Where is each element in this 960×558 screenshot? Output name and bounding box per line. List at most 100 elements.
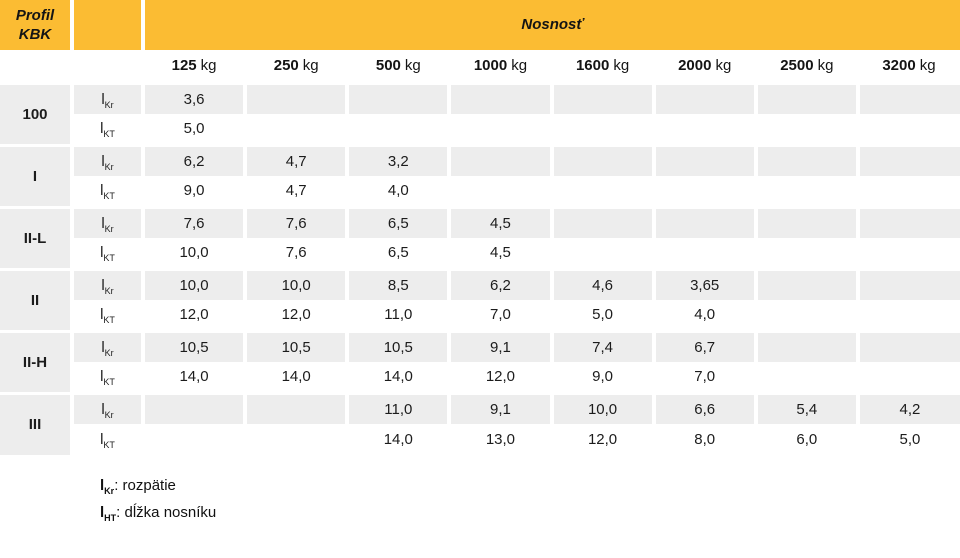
value-cell <box>245 391 350 424</box>
unit-header-row: 125 kg 250 kg 500 kg 1000 kg 1600 kg 2000 kg 2500 kg 3… <box>0 50 960 83</box>
value-cell <box>755 81 860 114</box>
table-row-II-kt: lKT 12,0 12,0 11,0 7,0 5,0 4,0 <box>0 300 960 331</box>
value-cell <box>857 362 960 393</box>
value-cell <box>347 81 452 114</box>
row-symbol-kt: lKT <box>72 362 145 393</box>
value-cell <box>857 205 960 238</box>
table-row-II-H-kr: II-H lKr 10,5 10,5 10,5 9,1 7,4 6,7 <box>0 329 960 393</box>
row-symbol-kr: lKr <box>72 267 145 300</box>
row-symbol-kt: lKT <box>72 176 145 207</box>
value-cell <box>857 176 960 207</box>
value-cell: 5,0 <box>143 114 248 145</box>
table-row-II-kr: II lKr 10,0 10,0 8,5 6,2 4,6 3,65 <box>0 267 960 331</box>
value-cell: 12,0 <box>143 300 248 331</box>
legend-symbol-ht: lHT <box>100 504 117 523</box>
value-cell: 5,4 <box>755 391 860 424</box>
value-cell <box>143 424 248 455</box>
value-cell: 7,0 <box>653 362 758 393</box>
column-header-value: 2500 <box>780 57 814 75</box>
row-symbol-kt: lKT <box>72 238 145 269</box>
header-spacer-cell <box>72 0 145 50</box>
value-cell: 10,0 <box>143 267 248 300</box>
value-cell: 8,5 <box>347 267 452 300</box>
value-cell: 7,4 <box>551 329 656 362</box>
value-cell: 9,1 <box>449 329 554 362</box>
value-cell: 14,0 <box>245 362 350 393</box>
value-cell: 3,65 <box>653 267 758 300</box>
value-cell: 14,0 <box>143 362 248 393</box>
value-cell: 11,0 <box>347 300 452 331</box>
legend: lKr: rozpätie lHT: dĺžka nosníku <box>100 472 960 526</box>
value-cell: 8,0 <box>653 424 758 455</box>
value-cell: 6,5 <box>347 205 452 238</box>
value-cell: 3,6 <box>143 81 248 114</box>
value-cell <box>857 300 960 331</box>
column-header-value: 1000 <box>473 57 508 75</box>
value-cell <box>245 114 350 145</box>
value-cell <box>551 81 656 114</box>
value-cell: 4,0 <box>653 300 758 331</box>
value-cell <box>755 176 860 207</box>
value-cell: 9,0 <box>551 362 656 393</box>
column-header-unit: kg <box>200 57 217 75</box>
column-header-250kg: 250 kg <box>245 50 348 83</box>
value-cell <box>245 424 350 455</box>
value-cell <box>449 81 554 114</box>
profile-cell: 100 <box>0 81 74 145</box>
value-cell: 6,5 <box>347 238 452 269</box>
value-cell: 10,0 <box>551 391 656 424</box>
value-cell: 13,0 <box>449 424 554 455</box>
value-cell <box>551 205 656 238</box>
value-cell: 6,7 <box>653 329 758 362</box>
value-cell: 6,6 <box>653 391 758 424</box>
value-cell: 14,0 <box>347 424 452 455</box>
value-cell: 7,6 <box>245 205 350 238</box>
value-cell <box>653 176 758 207</box>
value-cell: 11,0 <box>347 391 452 424</box>
table-row-II-L-kt: lKT 10,0 7,6 6,5 4,5 <box>0 238 960 269</box>
value-cell: 10,5 <box>347 329 452 362</box>
value-cell: 10,5 <box>245 329 350 362</box>
column-header-3200kg: 3200 kg <box>857 50 960 83</box>
value-cell <box>653 143 758 176</box>
value-cell: 12,0 <box>551 424 656 455</box>
value-cell <box>653 81 758 114</box>
column-header-value: 125 <box>171 57 197 75</box>
value-cell: 6,2 <box>143 143 248 176</box>
value-cell <box>449 114 554 145</box>
header-row: Profil KBK Nosnosť <box>0 0 960 50</box>
value-cell <box>551 143 656 176</box>
value-cell: 9,0 <box>143 176 248 207</box>
column-header-value: 2000 <box>678 57 712 75</box>
profile-cell: II-L <box>0 205 74 269</box>
value-cell <box>755 238 860 269</box>
value-cell <box>857 114 960 145</box>
value-cell: 4,5 <box>449 205 554 238</box>
row-symbol-kt: lKT <box>72 424 145 455</box>
value-cell <box>245 81 350 114</box>
value-cell: 12,0 <box>449 362 554 393</box>
column-header-unit: kg <box>919 57 936 75</box>
legend-line-kr: lKr: rozpätie <box>100 472 960 499</box>
column-header-value: 250 <box>273 57 299 75</box>
column-header-unit: kg <box>715 57 732 75</box>
value-cell <box>653 238 758 269</box>
value-cell <box>857 143 960 176</box>
unit-header-spacer <box>72 50 143 83</box>
table-row-III-kr: III lKr 11,0 9,1 10,0 6,6 5,4 4,2 <box>0 391 960 455</box>
capacity-header: Nosnosť <box>143 0 960 50</box>
value-cell: 14,0 <box>347 362 452 393</box>
column-header-unit: kg <box>511 57 528 75</box>
value-cell <box>755 300 860 331</box>
table-row-100-kr: 100 lKr 3,6 <box>0 81 960 145</box>
value-cell <box>551 176 656 207</box>
load-capacity-table: Profil KBK Nosnosť 125 kg 250 kg 500 kg 1000 kg… <box>0 0 960 455</box>
value-cell: 4,7 <box>245 143 350 176</box>
profile-cell: II <box>0 267 74 331</box>
value-cell <box>755 329 860 362</box>
table-row-I-kt: lKT 9,0 4,7 4,0 <box>0 176 960 207</box>
column-header-1000kg: 1000 kg <box>449 50 552 83</box>
value-cell: 12,0 <box>245 300 350 331</box>
